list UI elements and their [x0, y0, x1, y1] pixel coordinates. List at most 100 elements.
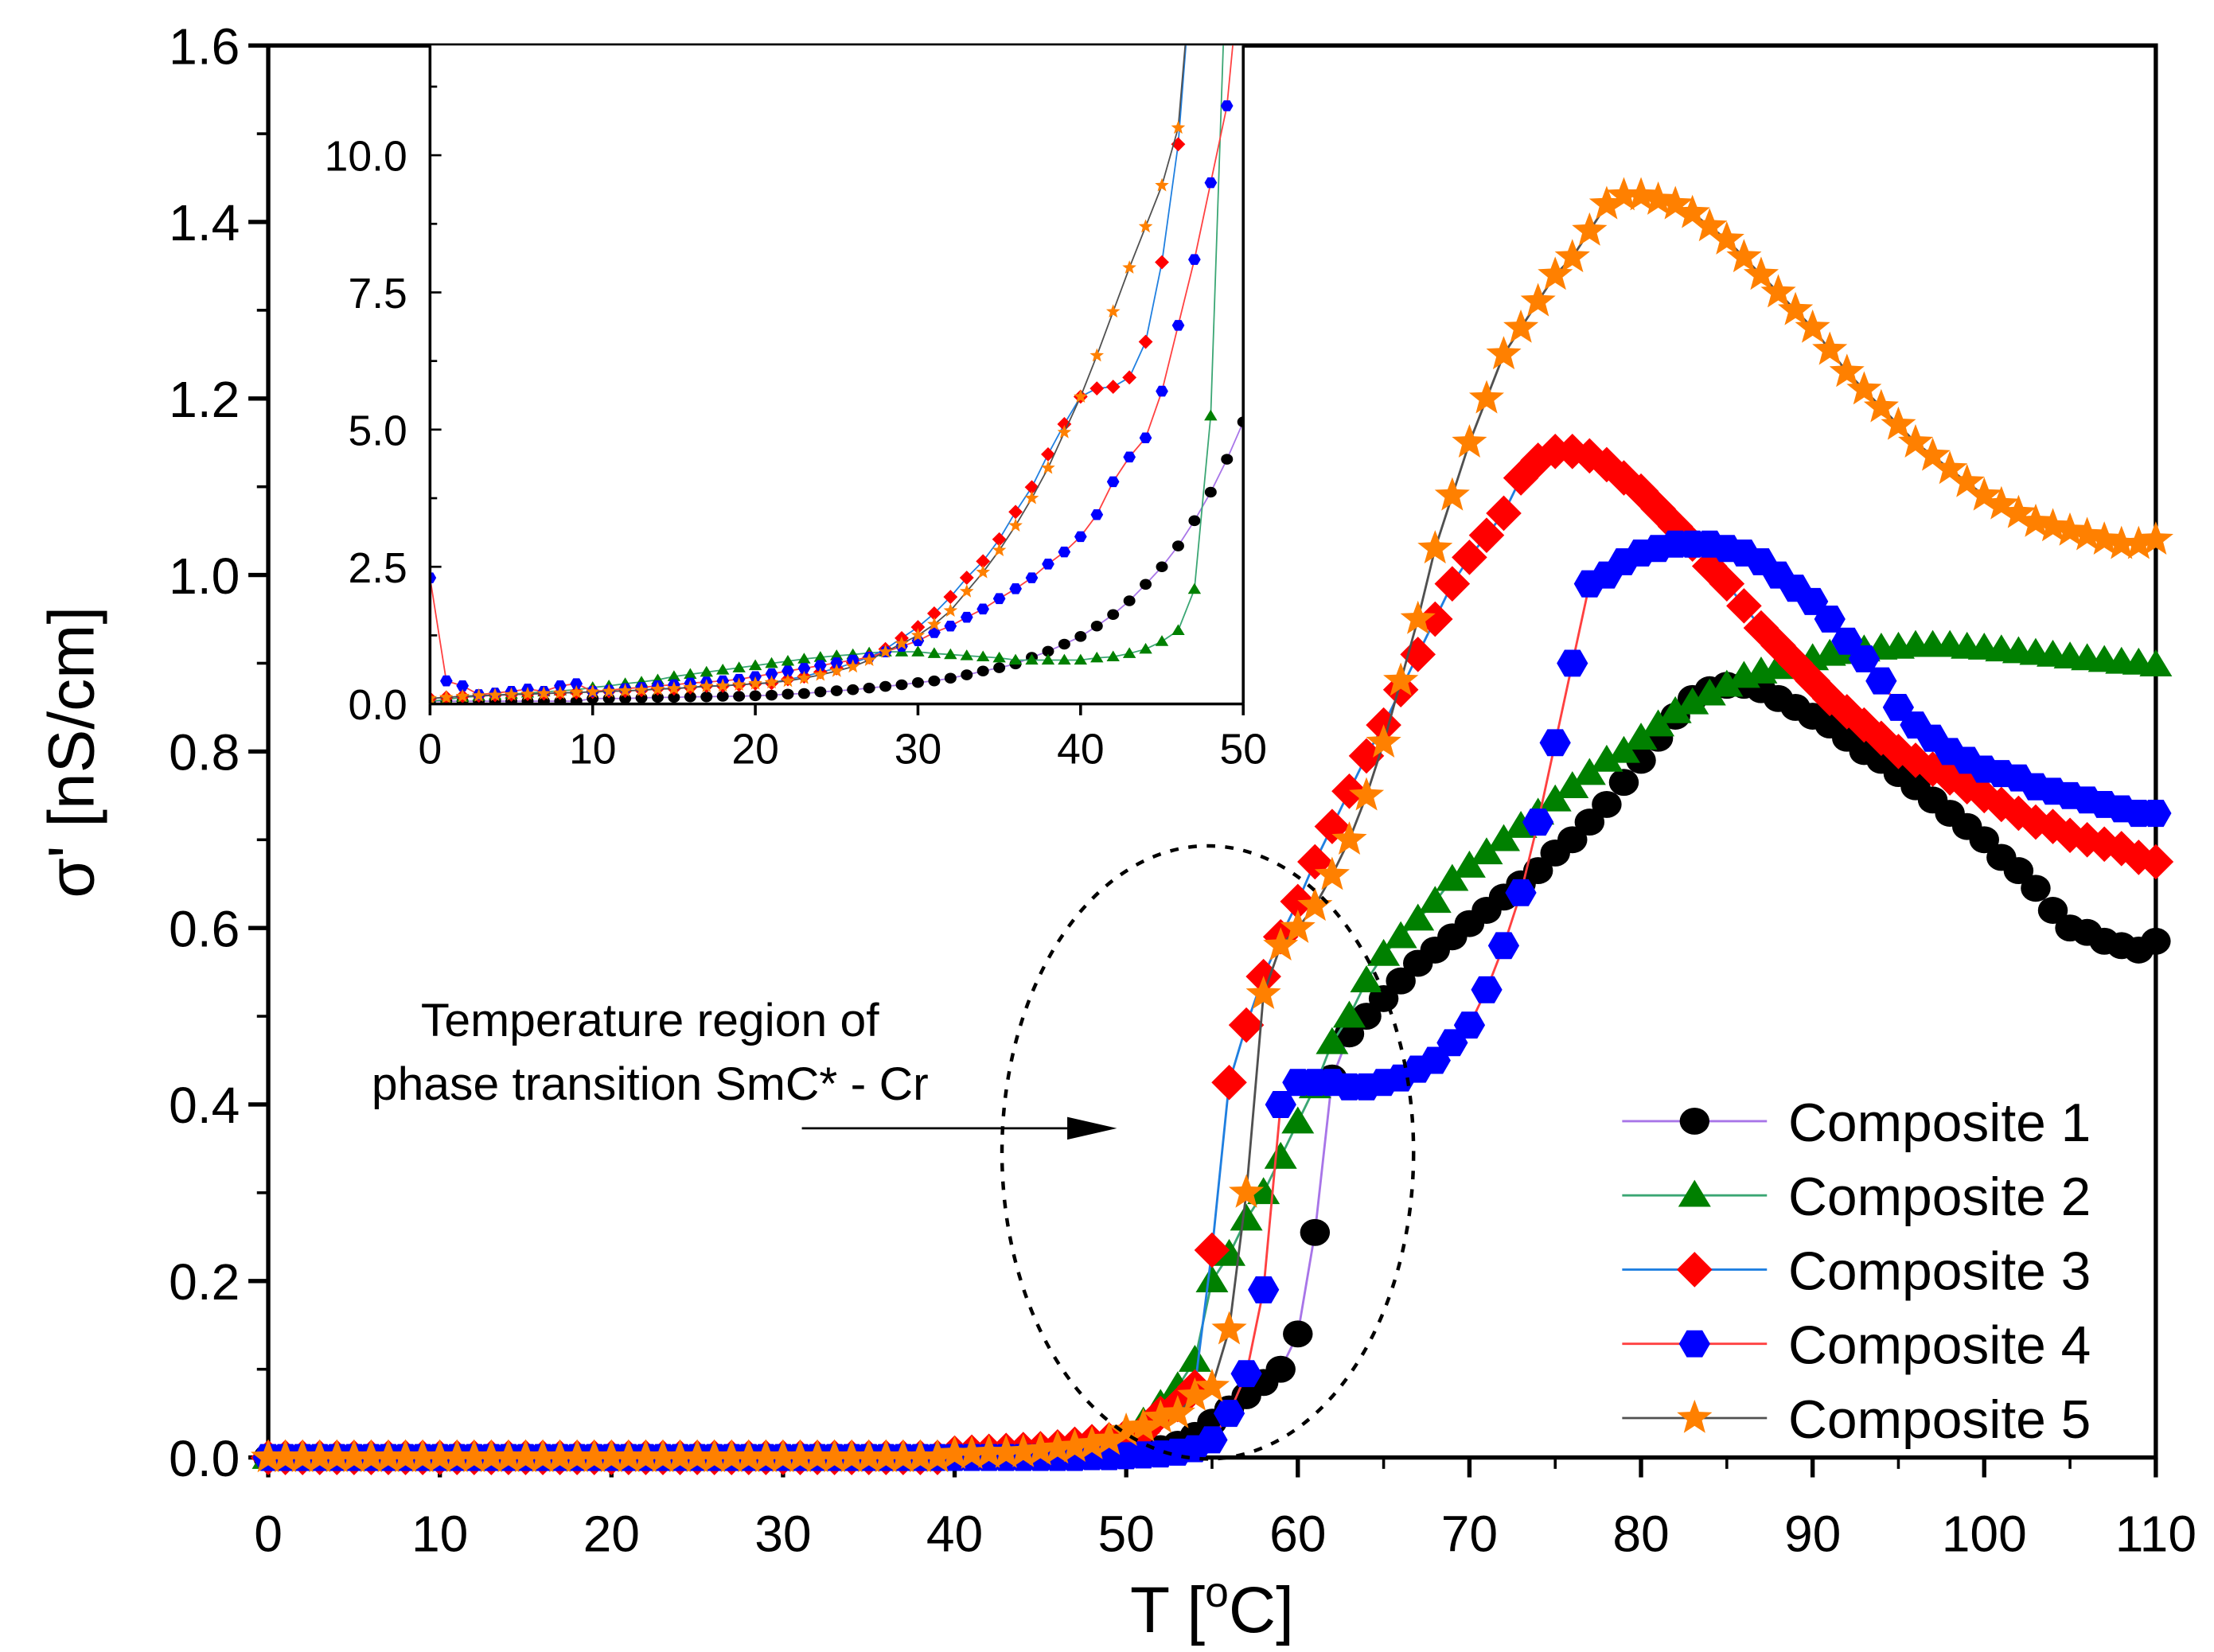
data-point [1419, 1046, 1451, 1074]
inset-data-point [959, 571, 974, 585]
data-point [2035, 508, 2071, 542]
legend-label: Composite 1 [1788, 1093, 2091, 1153]
inset-data-point [700, 679, 714, 693]
x-axis-title: T [oC] [1130, 1569, 1294, 1646]
inset-data-point [731, 677, 746, 692]
data-point [1659, 695, 1692, 723]
data-point [1470, 837, 1503, 865]
annotation-line-1: Temperature region of [421, 995, 879, 1046]
data-point [1367, 938, 1401, 966]
inset-data-point [1042, 645, 1054, 657]
inset-data-point [911, 676, 924, 688]
data-point [680, 1439, 715, 1473]
legend-item: Composite 5 [1622, 1390, 2091, 1450]
inset-data-point [504, 687, 519, 701]
data-point [1264, 1141, 1297, 1169]
y-tick-label: 1.0 [169, 547, 240, 605]
legend-marker-icon [1678, 1179, 1711, 1207]
inset-data-point [700, 665, 713, 677]
data-point [1557, 649, 1588, 677]
data-point [1125, 1408, 1161, 1442]
inset-data-point [1204, 177, 1218, 189]
inset-chart: 0 10 20 30 40 50 0.0 2.5 5.0 7.5 10.0 [325, 45, 1267, 773]
inset-data-point [1058, 546, 1071, 558]
inset-data-point [667, 681, 681, 695]
data-point [1178, 1344, 1211, 1372]
y-tick-label: 1.6 [169, 18, 240, 75]
y-tick-label: 0.8 [169, 724, 240, 781]
x-tick-label: 110 [2115, 1505, 2196, 1562]
data-point [1760, 274, 1796, 308]
inset-data-point [440, 675, 453, 687]
inset-data-point [1171, 624, 1185, 635]
inset-data-point [748, 659, 762, 671]
data-point [1520, 282, 1556, 317]
data-point [1777, 291, 1814, 325]
data-point [1418, 886, 1452, 914]
inset-data-point [1009, 583, 1022, 594]
data-point [2141, 927, 2171, 955]
inset-data-point [732, 661, 746, 672]
inset-data-point [911, 645, 925, 657]
data-point [1812, 331, 1848, 365]
data-point [817, 1439, 852, 1473]
data-point [2017, 503, 2053, 537]
data-point [1486, 336, 1522, 370]
data-point [1160, 1394, 1195, 1428]
inset-data-point [944, 648, 957, 660]
data-point [1522, 808, 1554, 836]
data-point [1505, 879, 1537, 906]
data-point [1795, 309, 1830, 343]
y-tick-label: 1.4 [169, 194, 240, 251]
inset-data-point [585, 684, 600, 698]
inset-data-point [992, 543, 1007, 556]
inset-data-point [1058, 653, 1071, 665]
data-point [1230, 1203, 1263, 1231]
inset-data-point [749, 690, 762, 702]
inset-data-point [813, 651, 828, 662]
inset-data-point [1122, 370, 1137, 385]
data-point [525, 1439, 561, 1473]
data-point [302, 1439, 337, 1473]
inset-data-point [1090, 620, 1103, 632]
data-point [2021, 875, 2051, 902]
data-point [1881, 406, 1916, 440]
data-point [1983, 485, 2019, 520]
legend-label: Composite 2 [1788, 1167, 2091, 1227]
data-point [1898, 423, 1934, 458]
data-point [1556, 771, 1589, 799]
inset-data-point [684, 691, 696, 703]
inset-data-point [1008, 653, 1023, 665]
data-point [1607, 735, 1640, 763]
data-point [1606, 177, 1642, 211]
legend-item: Composite 3 [1622, 1241, 2091, 1301]
data-point [1863, 388, 1899, 423]
inset-y-tick-label: 10.0 [325, 134, 407, 181]
inset-data-point [1024, 490, 1039, 505]
data-point [1538, 784, 1572, 812]
inset-y-tick-label: 5.0 [348, 407, 407, 454]
data-point [1573, 758, 1606, 785]
inset-x-tick-label: 10 [569, 727, 617, 773]
y-axis-title: σ' [nS/cm] [36, 606, 108, 898]
data-point [439, 1439, 475, 1473]
inset-data-point [1041, 446, 1055, 462]
inset-data-point [1106, 650, 1120, 662]
inset-data-point [1008, 505, 1023, 520]
inset-data-point [1089, 348, 1105, 362]
data-point [1710, 669, 1744, 697]
annotation: Temperature region of phase transition S… [372, 844, 1416, 1461]
inset-data-point [552, 685, 567, 699]
inset-data-point [1122, 647, 1136, 658]
data-point [971, 1434, 1007, 1468]
inset-data-point [1107, 609, 1120, 621]
inset-data-point [716, 691, 729, 702]
inset-data-point [602, 684, 616, 698]
inset-data-point [862, 653, 877, 667]
inset-data-point [976, 650, 990, 662]
data-point [834, 1439, 870, 1473]
data-point [2121, 525, 2157, 559]
inset-data-point [570, 678, 583, 689]
series-composite-5 [250, 177, 2173, 1473]
inset-data-point [813, 667, 828, 681]
